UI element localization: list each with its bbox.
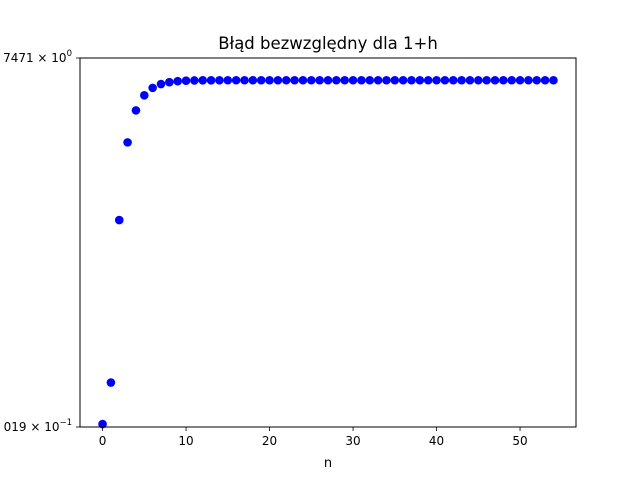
data-point [156, 79, 166, 89]
data-point [390, 75, 400, 85]
data-point [407, 75, 416, 85]
data-point [248, 75, 258, 85]
data-point [298, 75, 308, 85]
data-point [265, 75, 274, 85]
data-point [448, 75, 458, 85]
data-point [490, 75, 500, 85]
data-point [357, 75, 366, 85]
y-tick-label-bottom: 019 × 10−1 [4, 418, 72, 434]
x-tick-label: 0 [99, 434, 107, 448]
data-points [98, 75, 558, 429]
data-point [482, 75, 491, 85]
data-point [148, 83, 157, 93]
data-point [474, 75, 483, 85]
data-point [373, 75, 383, 85]
data-point [190, 76, 199, 85]
data-point [273, 75, 283, 85]
data-point [315, 75, 324, 85]
data-point [415, 75, 425, 85]
data-point [398, 75, 408, 85]
x-tick-label: 50 [512, 434, 527, 448]
data-point [348, 75, 358, 85]
x-tick-label: 40 [429, 434, 444, 448]
data-point [432, 75, 441, 85]
data-point [532, 75, 542, 85]
x-tick-label: 30 [345, 434, 360, 448]
x-axis-label: n [324, 456, 332, 471]
data-point [423, 75, 433, 85]
data-point [165, 77, 174, 87]
x-tick-label: 20 [262, 434, 277, 448]
x-axis-ticks: 0 10 20 30 40 50 [99, 427, 528, 448]
data-point [365, 75, 375, 85]
data-point [206, 76, 216, 85]
data-point [382, 75, 391, 85]
data-point [307, 75, 316, 85]
y-axis-ticks: 7471 × 100 019 × 10−1 [3, 49, 80, 434]
data-point [131, 106, 141, 115]
data-point [524, 75, 533, 85]
y-tick-label-top: 7471 × 100 [3, 49, 72, 65]
data-point [240, 75, 249, 85]
data-point [181, 76, 191, 86]
data-point [515, 75, 525, 85]
data-point [106, 378, 116, 387]
data-point [340, 75, 350, 85]
data-point [499, 75, 508, 85]
data-point [223, 75, 233, 85]
data-point [231, 75, 241, 85]
data-point [440, 75, 450, 85]
data-point [215, 75, 224, 85]
x-tick-label: 10 [178, 434, 193, 448]
data-point [290, 75, 299, 85]
data-point [323, 75, 333, 85]
data-point [465, 75, 475, 85]
data-point [549, 75, 558, 85]
data-point [332, 75, 341, 85]
data-point [281, 75, 291, 85]
plot-frame [79, 57, 577, 428]
data-point [540, 75, 550, 85]
data-point [98, 419, 107, 429]
data-point [140, 90, 149, 100]
data-point [114, 215, 124, 225]
data-point [256, 75, 266, 85]
data-point [198, 76, 208, 85]
data-point [507, 75, 516, 85]
data-point [457, 75, 466, 85]
data-point [123, 138, 132, 147]
chart-title: Błąd bezwzględny dla 1+h [218, 34, 438, 53]
data-point [173, 76, 182, 86]
